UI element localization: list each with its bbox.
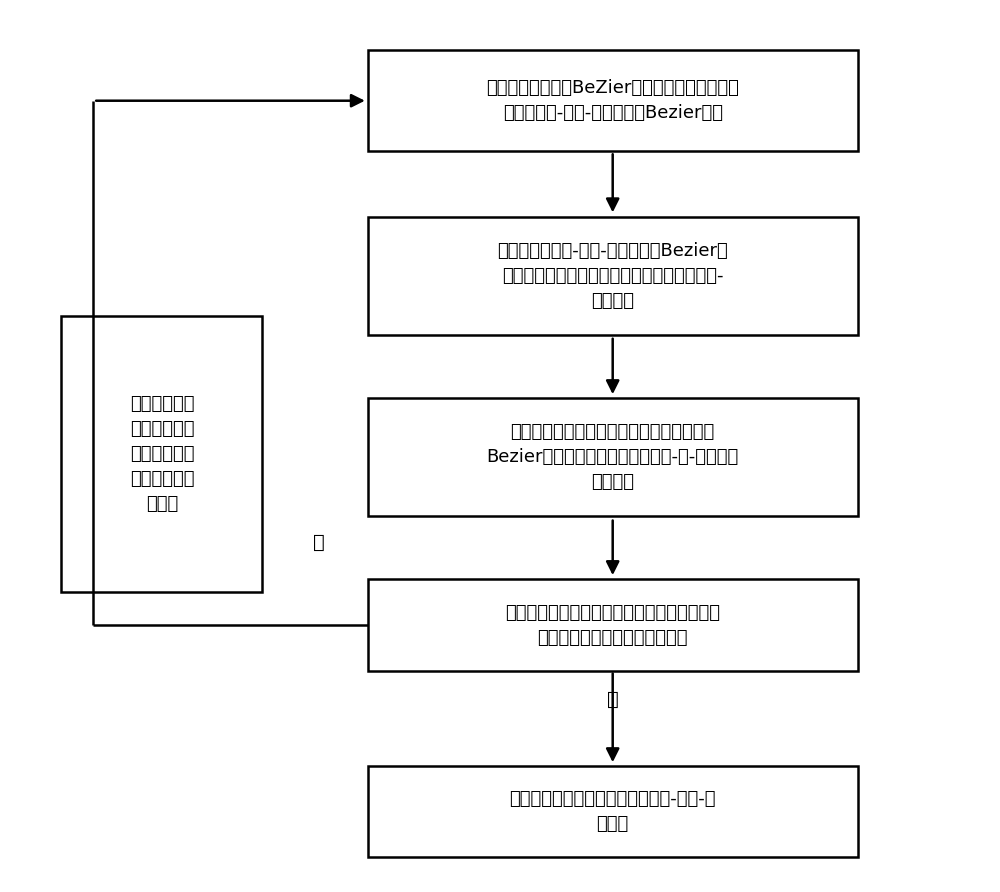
FancyBboxPatch shape (61, 316, 262, 591)
Text: 离散化最优赤经-赤纬-时间的时空Bezier曲
线，获取以控制周期为时间间隔的各时刻赤经-
赤纬坐标: 离散化最优赤经-赤纬-时间的时空Bezier曲 线，获取以控制周期为时间间隔的各… (497, 242, 728, 310)
Text: 利用遗传算法选择BeZier第二和第三控制点，确
定最优赤经-赤纬-时间的时空Bezier曲线: 利用遗传算法选择BeZier第二和第三控制点，确 定最优赤经-赤纬-时间的时空B… (486, 79, 739, 122)
FancyBboxPatch shape (368, 765, 858, 857)
Text: 更新当前待规
划段轨迹的起
止处对应的时
间、赤经赤纬
的位置: 更新当前待规 划段轨迹的起 止处对应的时 间、赤经赤纬 的位置 (130, 395, 194, 513)
FancyBboxPatch shape (368, 217, 858, 334)
Text: 通过预设的第二方程，将天球坐标系下时空
Bezier轨迹转换成馈源终端地球东-北-天坐标系
下的轨迹: 通过预设的第二方程，将天球坐标系下时空 Bezier轨迹转换成馈源终端地球东-北… (487, 424, 739, 491)
Text: 检测是否存在各时刻对应的速度、加速度均满
足约束条件的第二和第三控制点: 检测是否存在各时刻对应的速度、加速度均满 足约束条件的第二和第三控制点 (505, 604, 720, 647)
Text: 否: 否 (313, 533, 325, 551)
FancyBboxPatch shape (368, 579, 858, 671)
Text: 输出规划好的天球坐标系下的赤经-赤纬-时
间轨迹: 输出规划好的天球坐标系下的赤经-赤纬-时 间轨迹 (509, 790, 716, 833)
FancyBboxPatch shape (368, 51, 858, 151)
Text: 是: 是 (607, 690, 619, 709)
FancyBboxPatch shape (368, 399, 858, 516)
